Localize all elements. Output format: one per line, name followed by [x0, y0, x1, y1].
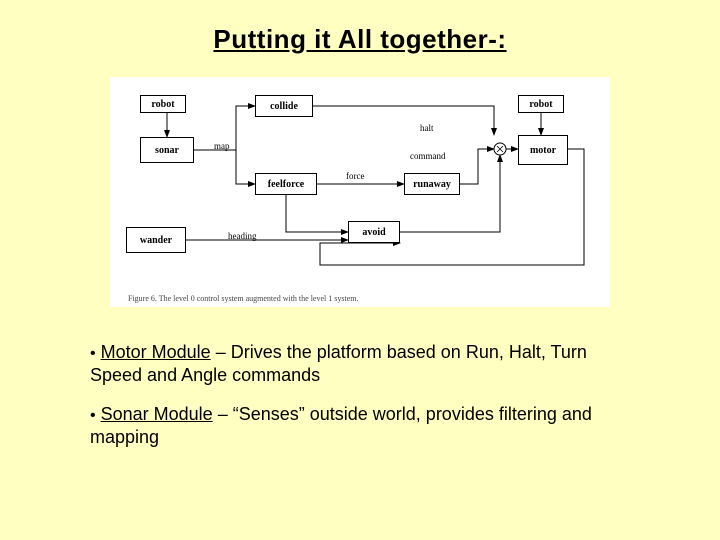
page-title: Putting it All together-:	[0, 0, 720, 55]
edge-label: force	[346, 171, 364, 181]
edge-label: halt	[420, 123, 434, 133]
node-collide: collide	[255, 95, 313, 117]
edge-label: heading	[228, 231, 257, 241]
diagram-caption: Figure 6. The level 0 control system aug…	[128, 294, 358, 303]
node-robot_left: robot	[140, 95, 186, 113]
diagram: robot collide robot sonar feelforce runaway mo…	[110, 77, 610, 307]
edge-label: command	[410, 151, 446, 161]
node-avoid: avoid	[348, 221, 400, 243]
bullets: • Motor Module – Drives the platform bas…	[90, 341, 630, 448]
node-robot_right: robot	[518, 95, 564, 113]
node-feelforce: feelforce	[255, 173, 317, 195]
node-sonar: sonar	[140, 137, 194, 163]
node-wander: wander	[126, 227, 186, 253]
bullet-sonar: • Sonar Module – “Senses” outside world,…	[90, 403, 630, 449]
node-motor: motor	[518, 135, 568, 165]
bullet-motor: • Motor Module – Drives the platform bas…	[90, 341, 630, 387]
edge-label: map	[214, 141, 230, 151]
node-runaway: runaway	[404, 173, 460, 195]
